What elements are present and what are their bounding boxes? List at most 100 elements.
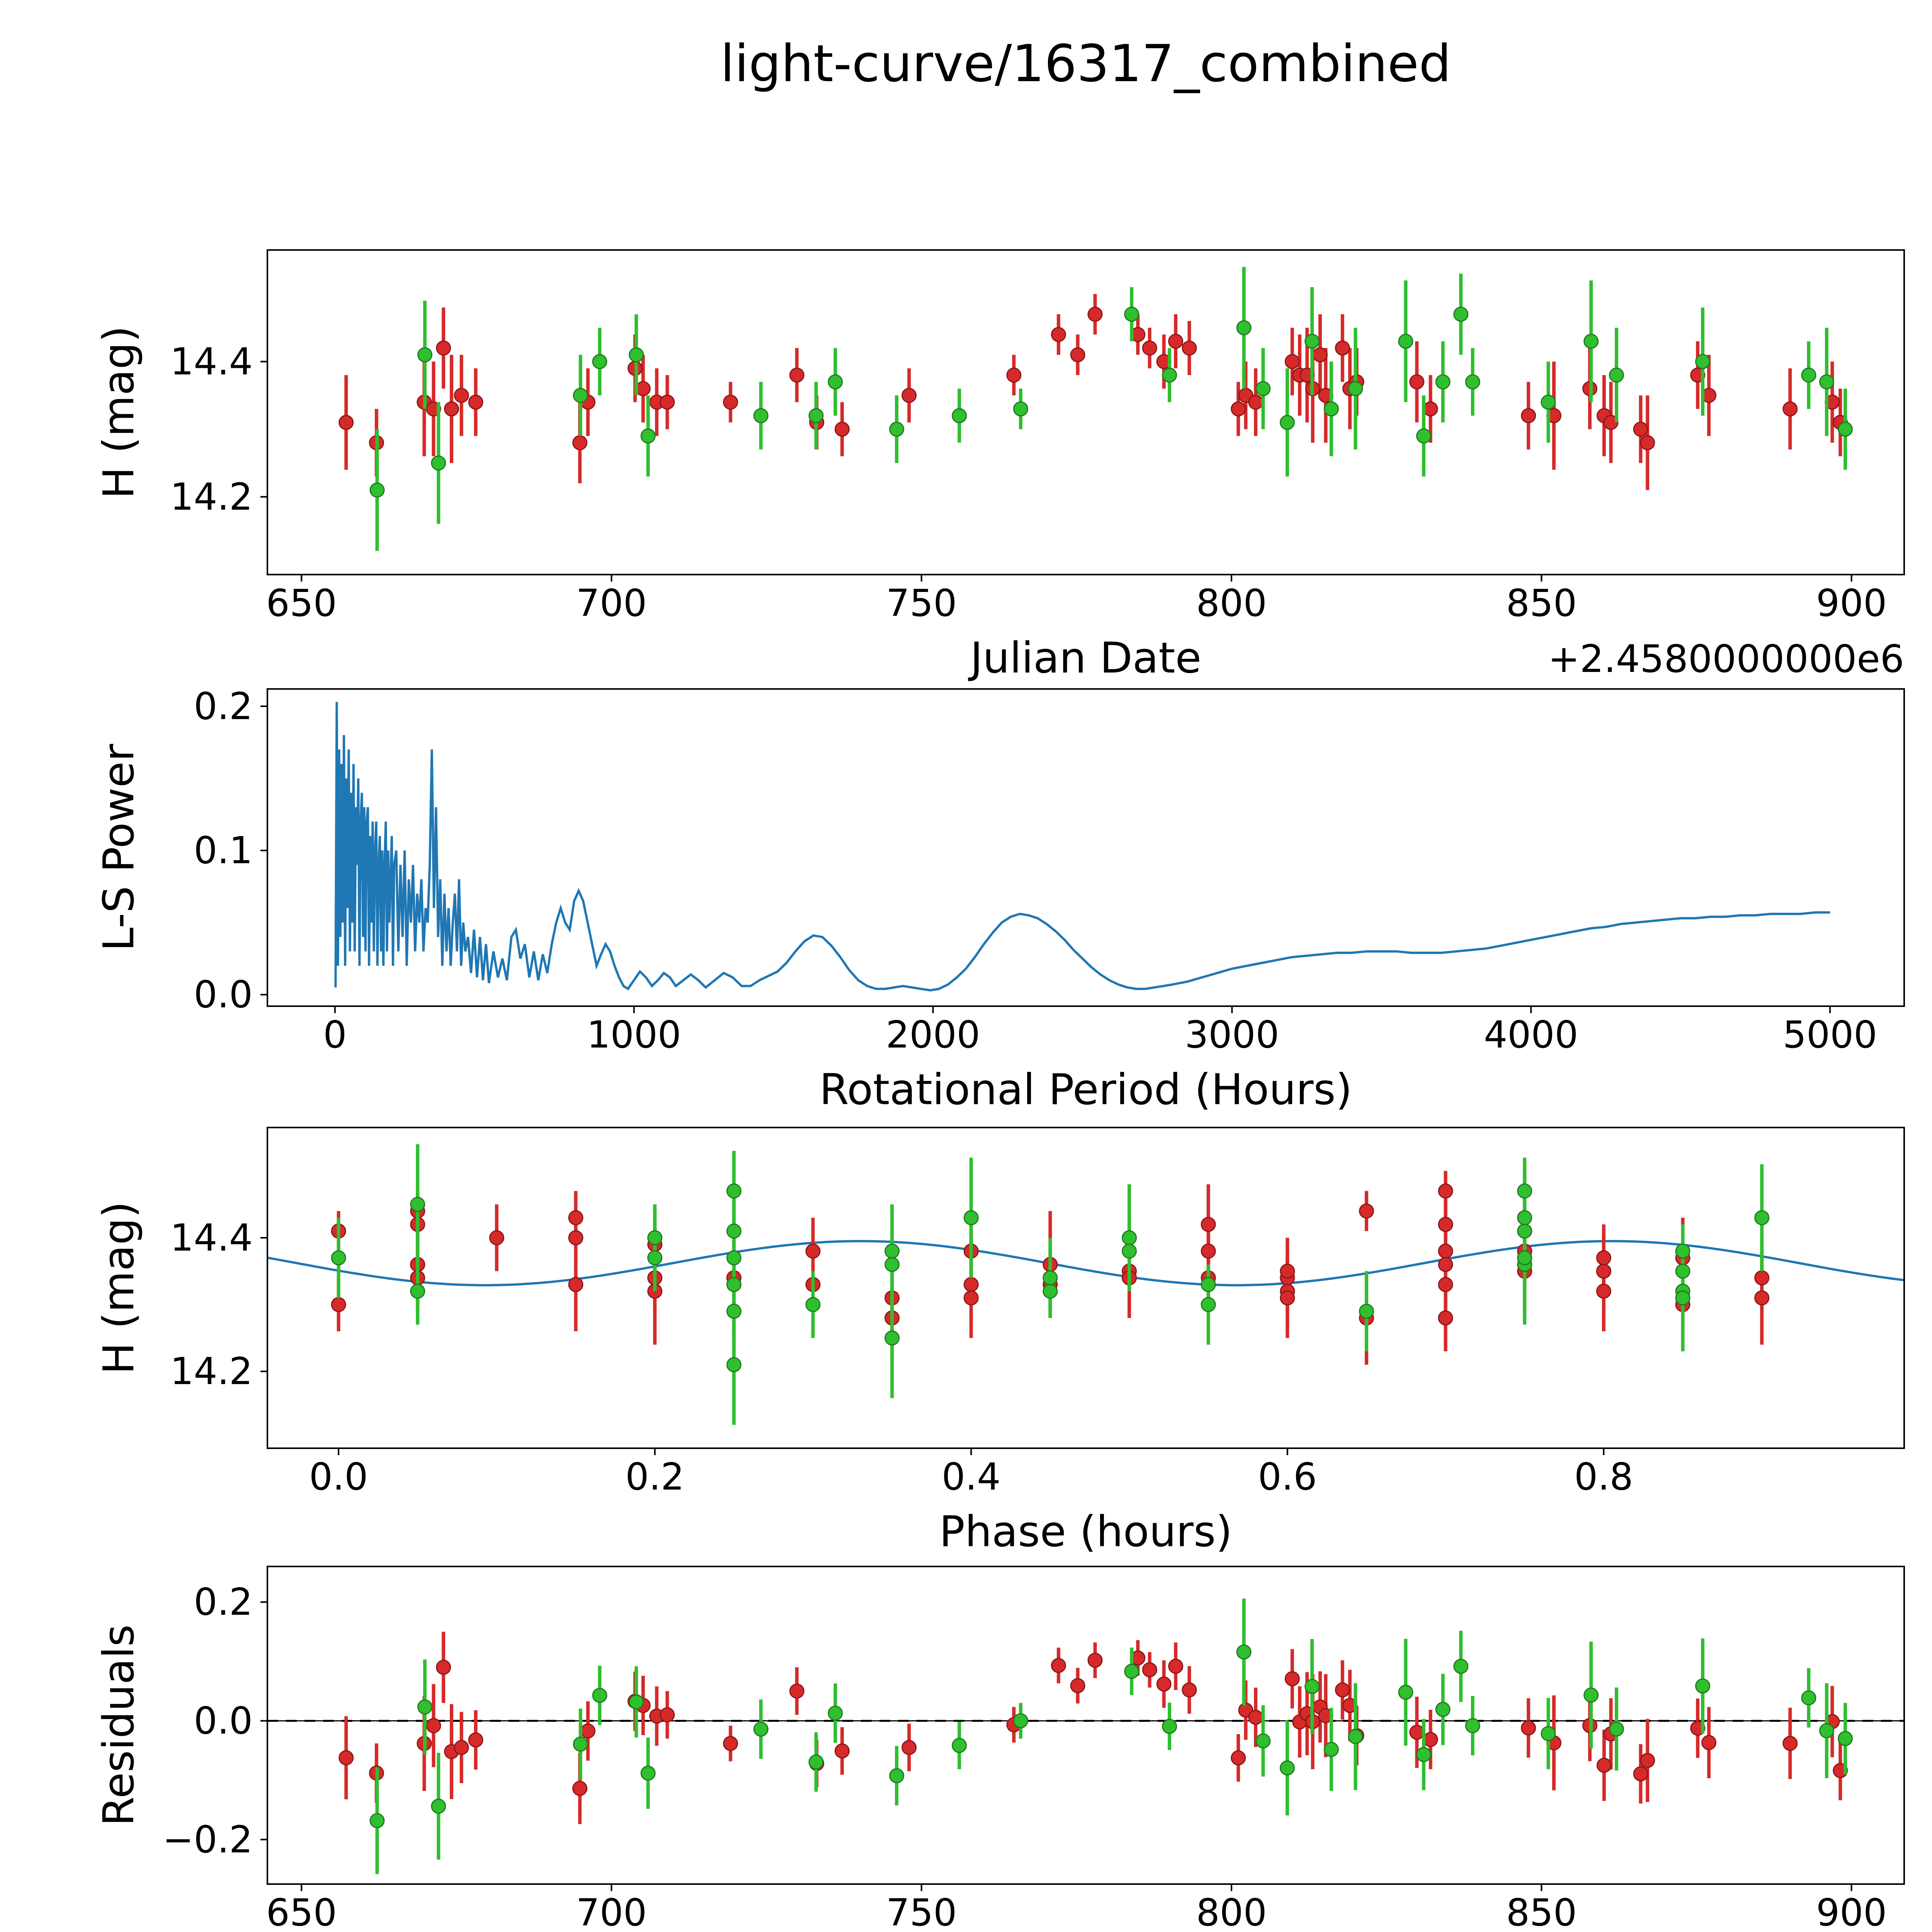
data-point	[753, 408, 769, 423]
data-point	[1124, 1663, 1139, 1679]
lightcurve-x-tick-label: 800	[1196, 582, 1267, 625]
data-point	[1521, 1720, 1536, 1736]
data-point	[1323, 401, 1339, 417]
data-point	[1359, 1304, 1374, 1319]
data-point	[1633, 1766, 1648, 1782]
data-point	[1070, 1678, 1085, 1693]
data-point	[1013, 401, 1029, 417]
data-point	[1754, 1270, 1770, 1286]
data-point	[1838, 422, 1853, 437]
data-point	[1596, 1284, 1611, 1299]
residuals-data-area	[267, 1599, 1904, 1874]
data-point	[1435, 1702, 1451, 1717]
data-point	[436, 340, 451, 356]
data-point	[726, 1357, 742, 1372]
data-point	[1201, 1217, 1216, 1232]
data-point	[884, 1330, 900, 1346]
data-point	[1675, 1264, 1690, 1279]
periodogram-x-tick-label: 2000	[886, 1013, 980, 1056]
data-point	[1465, 374, 1480, 389]
lightcurve-x-tick-label: 700	[576, 582, 647, 625]
lightcurve-x-tick-label: 900	[1816, 582, 1887, 625]
data-point	[963, 1210, 979, 1225]
axes-lightcurve: 650 700 750 800 850 900 14.2 14.4 Julian Date +2.…	[94, 249, 1905, 683]
data-point	[1675, 1290, 1690, 1306]
data-point	[1435, 374, 1451, 389]
data-point	[805, 1297, 821, 1312]
periodogram-x-tick-label: 0	[323, 1013, 347, 1056]
data-point	[417, 1699, 433, 1715]
data-point	[1819, 1723, 1834, 1738]
phased-x-tick-label: 0.6	[1258, 1455, 1317, 1498]
axes-phased: 0.0 0.2 0.4 0.6 0.8 14.2 14.4 Phase (hours) H (m…	[94, 1127, 1905, 1556]
data-point	[592, 354, 607, 369]
data-point	[568, 1210, 583, 1225]
residuals-y-tick-label: 0.0	[194, 1699, 253, 1742]
data-point	[1051, 327, 1066, 342]
data-point	[573, 388, 588, 403]
periodogram-y-tick-label: 0.0	[194, 973, 253, 1016]
phased-ylabel: H (mag)	[94, 1201, 143, 1374]
data-point	[1087, 1653, 1103, 1668]
data-point	[726, 1223, 742, 1239]
data-point	[629, 347, 644, 362]
data-point	[1201, 1243, 1216, 1259]
data-point	[331, 1250, 346, 1265]
data-point	[789, 1683, 804, 1699]
data-point	[410, 1284, 425, 1299]
data-point	[1701, 1735, 1717, 1750]
lightcurve-ylabel: H (mag)	[94, 326, 143, 499]
phased-x-tick-label: 0.4	[942, 1455, 1001, 1498]
data-point	[1142, 1662, 1157, 1677]
data-point	[1201, 1297, 1216, 1312]
data-point	[1162, 1719, 1177, 1734]
data-point	[1122, 1243, 1137, 1259]
periodogram-x-tick-label: 5000	[1783, 1013, 1877, 1056]
data-point	[1801, 1690, 1816, 1706]
data-point	[660, 1707, 675, 1723]
data-point	[808, 408, 824, 423]
residuals-x-tick-label: 650	[266, 1891, 337, 1932]
data-point	[410, 1197, 425, 1212]
data-point	[808, 1754, 824, 1770]
periodogram-ylabel: L-S Power	[94, 744, 143, 951]
data-point	[1313, 347, 1328, 362]
data-point	[1838, 1731, 1853, 1746]
data-point	[1168, 1658, 1184, 1674]
data-point	[468, 1732, 483, 1748]
lightcurve-x-tick-label: 750	[886, 582, 957, 625]
data-point	[1280, 1290, 1295, 1306]
lightcurve-x-tick-label: 850	[1506, 582, 1577, 625]
data-point	[640, 428, 656, 444]
data-point	[1359, 1203, 1374, 1219]
axes-periodogram: 0 1000 2000 3000 4000 5000 0.0 0.1 0.2 Rotational…	[94, 685, 1905, 1114]
figure-title: light-curve/16317_combined	[720, 34, 1451, 94]
data-point	[1236, 320, 1252, 335]
data-point	[952, 1738, 967, 1753]
data-point	[1156, 1676, 1172, 1692]
data-point	[1255, 1733, 1271, 1748]
phased-y-tick-label: 14.4	[170, 1216, 253, 1259]
data-point	[431, 1798, 446, 1814]
data-point	[805, 1243, 821, 1259]
data-point	[1348, 381, 1363, 396]
data-point	[1162, 367, 1177, 383]
data-point	[1335, 340, 1350, 356]
data-point	[1231, 1750, 1246, 1765]
lightcurve-x-offset-text: +2.4580000000e6	[1548, 637, 1904, 681]
sinusoid-fit-line	[267, 1240, 1904, 1287]
data-point	[1231, 401, 1246, 417]
phased-x-tick-label: 0.2	[625, 1455, 684, 1498]
data-point	[1583, 333, 1599, 349]
data-point	[1416, 428, 1431, 444]
residuals-y-tick-label: −0.2	[163, 1818, 253, 1861]
periodogram-spines	[267, 688, 1905, 1007]
data-point	[1423, 1732, 1438, 1747]
data-point	[726, 1277, 742, 1292]
residuals-spines	[267, 1566, 1905, 1885]
periodogram-x-tick-label: 4000	[1484, 1013, 1578, 1056]
data-point	[1409, 374, 1425, 389]
